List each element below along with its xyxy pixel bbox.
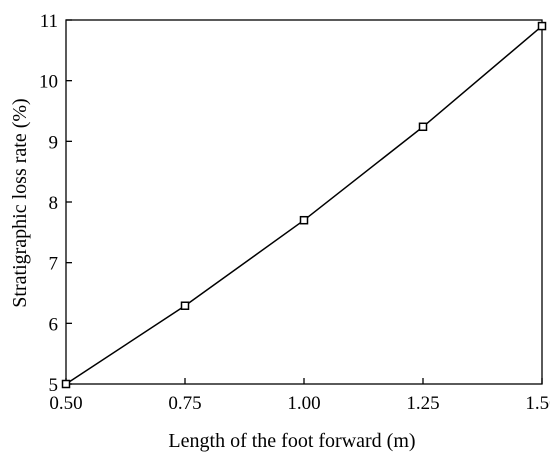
x-axis-title: Length of the foot forward (m) bbox=[168, 430, 415, 452]
y-tick-label: 7 bbox=[49, 254, 59, 275]
data-point-marker bbox=[418, 122, 428, 132]
x-tick-label: 0.50 bbox=[49, 393, 82, 414]
data-point-marker bbox=[537, 21, 547, 31]
x-tick-label: 1.00 bbox=[287, 393, 320, 414]
data-point-marker bbox=[299, 215, 309, 225]
data-point-marker bbox=[61, 379, 71, 389]
y-axis-title: Stratigraphic loss rate (%) bbox=[9, 98, 31, 307]
x-tick-label: 0.75 bbox=[168, 393, 201, 414]
series-layer bbox=[61, 21, 547, 389]
data-point-marker bbox=[180, 301, 190, 310]
y-tick-label: 9 bbox=[49, 132, 59, 153]
series-line bbox=[65, 25, 543, 385]
y-tick-label: 8 bbox=[49, 193, 59, 214]
y-tick-label: 11 bbox=[40, 11, 58, 32]
plot-frame bbox=[65, 19, 543, 385]
y-tick-label: 6 bbox=[49, 314, 59, 335]
y-tick-label: 5 bbox=[49, 375, 59, 396]
x-tick-label: 1.25 bbox=[406, 393, 439, 414]
axis-ticks: 0.50 0.75 1.00 1.25 1.50 5 6 7 8 9 10 11 bbox=[39, 11, 550, 414]
x-tick-label: 1.50 bbox=[525, 393, 550, 414]
y-tick-label: 10 bbox=[39, 72, 58, 93]
